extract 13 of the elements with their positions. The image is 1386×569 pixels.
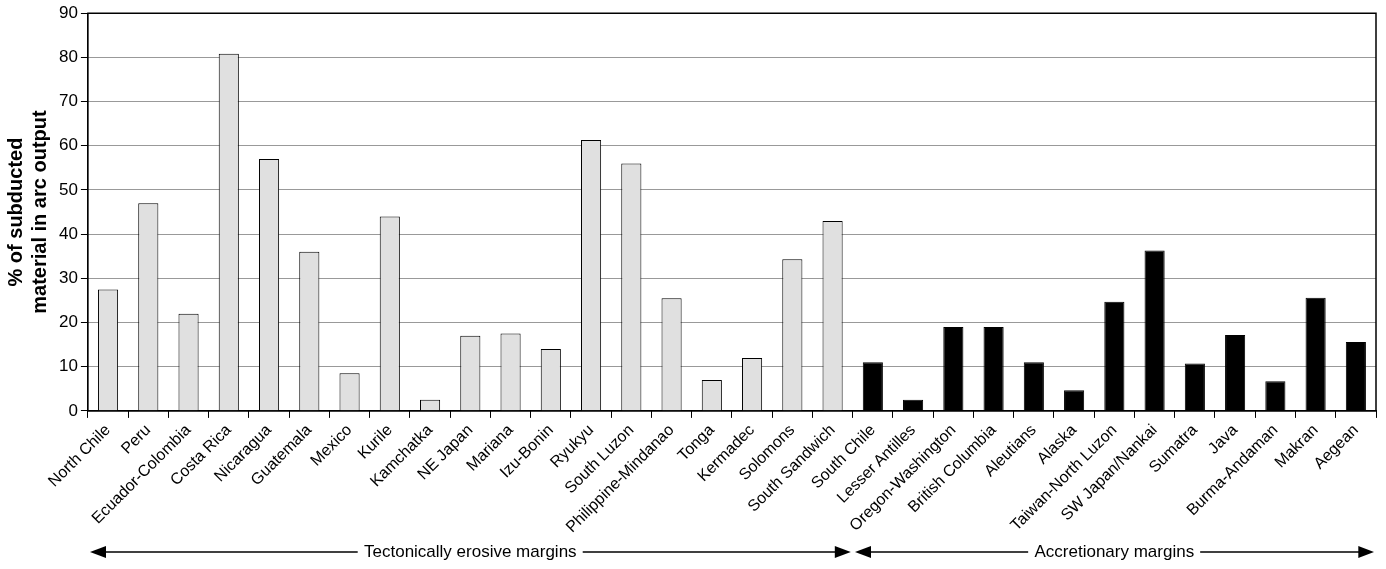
y-tick-label: 50 [58, 179, 78, 199]
y-tick-label: 90 [58, 2, 78, 22]
y-tick-label: 0 [68, 400, 78, 420]
y-tick-label: 20 [58, 312, 78, 332]
y-tick-label: 10 [58, 356, 78, 376]
y-tick-label: 30 [58, 268, 78, 288]
text: Tectonically erosive margins [358, 542, 583, 562]
text: Accretionary margins [1028, 542, 1201, 562]
y-tick-label: 60 [58, 135, 78, 155]
y-tick-label: 80 [58, 47, 78, 67]
y-tick-label: 70 [58, 91, 78, 111]
y-tick-label: 40 [58, 223, 78, 243]
y-axis-title: % of subducted material in arc output [3, 110, 50, 314]
